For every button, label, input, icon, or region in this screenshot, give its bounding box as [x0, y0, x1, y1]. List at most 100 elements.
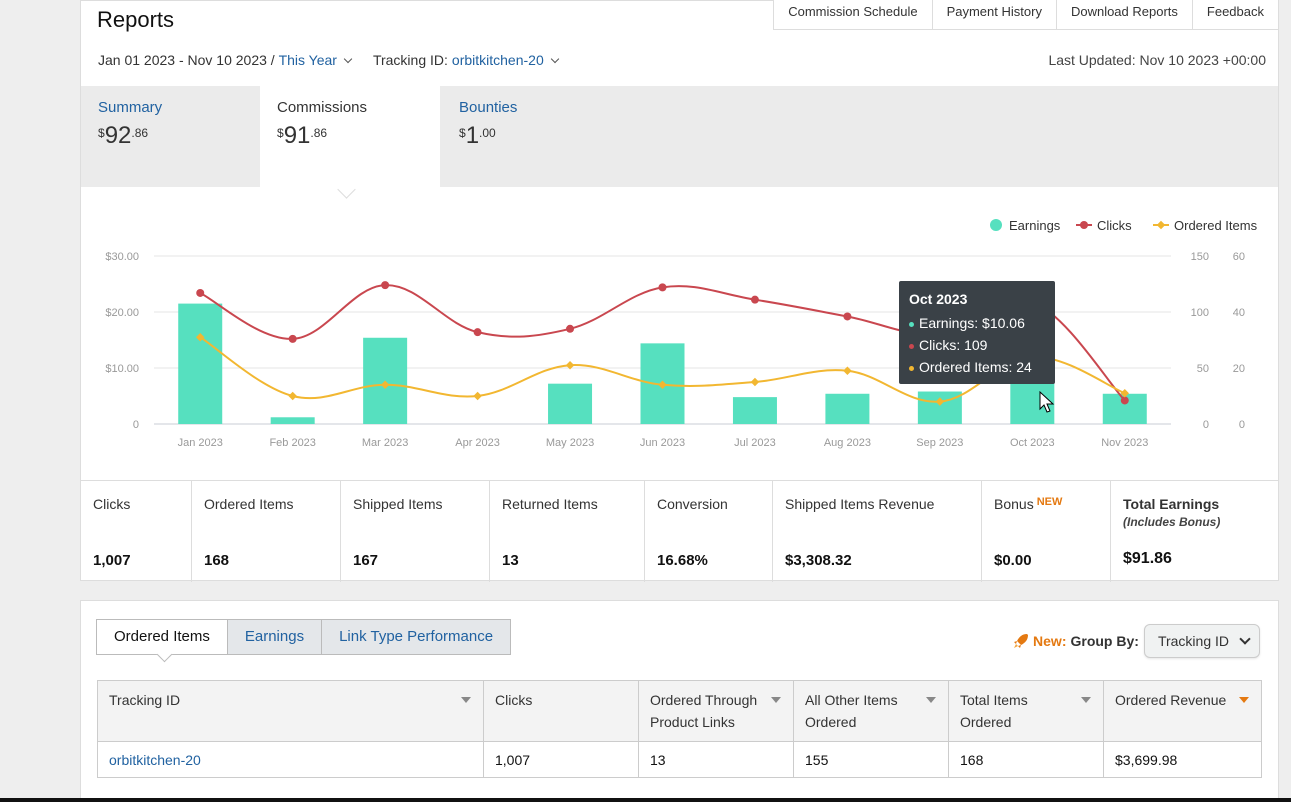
- tab-summary[interactable]: Summary $92.86: [81, 86, 260, 187]
- chevron-down-icon[interactable]: [343, 54, 353, 63]
- x-axis-tick-label: Feb 2023: [269, 437, 315, 449]
- right-axis-2-tick-label: 0: [1239, 419, 1245, 431]
- cell-ordered-revenue: $3,699.98: [1103, 741, 1262, 778]
- tab-bounties[interactable]: Bounties $1.00: [442, 86, 621, 187]
- right-axis-2-tick-label: 40: [1233, 307, 1245, 319]
- metric-bonus: Bonus NEW $0.00: [982, 481, 1111, 582]
- sort-arrow-icon[interactable]: [1081, 697, 1091, 703]
- cell-all-other-items: 155: [793, 741, 949, 778]
- cell-total-items: 168: [948, 741, 1104, 778]
- earnings-bar: [917, 391, 962, 424]
- legend-marker: [1080, 221, 1088, 229]
- x-axis-tick-label: Jul 2023: [734, 437, 776, 449]
- download-reports-link[interactable]: Download Reports: [1055, 0, 1193, 30]
- tab-link-type-performance[interactable]: Link Type Performance: [321, 619, 512, 655]
- date-range: Jan 01 2023 - Nov 10 2023: [98, 52, 267, 68]
- page-title: Reports: [97, 7, 175, 32]
- metric-shipped-revenue: Shipped Items Revenue $3,308.32: [773, 481, 982, 582]
- payment-history-link[interactable]: Payment History: [931, 0, 1057, 30]
- ordered-items-point: [750, 377, 760, 387]
- right-axis-tick-label: 100: [1191, 307, 1209, 319]
- x-axis-tick-label: Apr 2023: [455, 437, 500, 449]
- sort-arrow-icon[interactable]: [461, 697, 471, 703]
- tab-label: Commissions: [277, 99, 368, 116]
- left-axis-tick-label: $30.00: [105, 251, 139, 263]
- col-tracking-id[interactable]: Tracking ID: [97, 680, 484, 742]
- window-bottom-edge: [0, 798, 1291, 802]
- tab-ordered-items[interactable]: Ordered Items: [96, 619, 228, 655]
- chevron-down-icon[interactable]: [550, 54, 559, 63]
- tooltip-earnings: Earnings: $10.06: [909, 312, 1045, 334]
- cell-clicks: 1,007: [483, 741, 639, 778]
- col-ordered-through-product-links[interactable]: Ordered Through Product Links: [638, 680, 794, 742]
- period-dropdown[interactable]: This Year: [278, 52, 337, 68]
- new-badge: NEW: [1036, 496, 1063, 508]
- clicks-point: [288, 334, 297, 343]
- legend-marker: [1156, 220, 1166, 230]
- ordered-items-point: [473, 391, 482, 401]
- x-axis-tick-label: Nov 2023: [1101, 437, 1148, 449]
- tab-amount: $92.86: [98, 122, 149, 149]
- commission-schedule-link[interactable]: Commission Schedule: [773, 0, 933, 30]
- right-axis-tick-label: 50: [1197, 363, 1209, 375]
- tab-label: Summary: [98, 99, 163, 116]
- legend-marker: [990, 219, 1002, 231]
- rocket-icon: [1014, 634, 1029, 648]
- table-row: orbitkitchen-20 1,007 13 155 168 $3,699.…: [97, 741, 1262, 778]
- legend-label: Clicks: [1097, 218, 1132, 233]
- sort-arrow-icon[interactable]: [771, 697, 781, 703]
- feedback-link[interactable]: Feedback: [1191, 0, 1279, 30]
- clicks-point: [566, 324, 575, 333]
- earnings-bar: [548, 383, 593, 424]
- ordered-items-point: [288, 391, 297, 401]
- cell-tracking-id[interactable]: orbitkitchen-20: [97, 741, 484, 778]
- metrics-row: Clicks 1,007 Ordered Items 168 Shipped Ite…: [81, 480, 1278, 582]
- ordered-items-point: [565, 360, 575, 370]
- chart-tooltip: Oct 2023 Earnings: $10.06 Clicks: 109 Or…: [899, 281, 1055, 384]
- tooltip-clicks: Clicks: 109: [909, 334, 1045, 356]
- cell-ordered-through-links: 13: [638, 741, 794, 778]
- sort-arrow-icon[interactable]: [926, 697, 936, 703]
- tooltip-title: Oct 2023: [909, 291, 968, 307]
- col-total-items-ordered[interactable]: Total Items Ordered: [948, 680, 1104, 742]
- legend-label: Ordered Items: [1174, 218, 1258, 233]
- clicks-point: [750, 295, 759, 304]
- tab-earnings[interactable]: Earnings: [226, 619, 323, 655]
- tab-amount: $1.00: [459, 122, 496, 149]
- metric-conversion: Conversion 16.68%: [645, 481, 773, 582]
- col-clicks[interactable]: Clicks: [483, 680, 639, 742]
- right-axis-tick-label: 0: [1203, 419, 1209, 431]
- earnings-bar: [178, 303, 223, 424]
- metric-total-earnings: Total Earnings (Includes Bonus) $91.86: [1123, 496, 1221, 567]
- tab-label: Bounties: [459, 99, 518, 116]
- x-axis-tick-label: Oct 2023: [1010, 437, 1055, 449]
- x-axis-tick-label: Aug 2023: [824, 437, 871, 449]
- filter-bar: Jan 01 2023 - Nov 10 2023 / This Year Tr…: [98, 52, 559, 68]
- right-axis-tick-label: 150: [1191, 251, 1209, 263]
- earnings-chart: 0 $10.00 $20.00 $30.00 0 50 100 150 0 20 40 60 Jan 2…: [105, 218, 1258, 449]
- metric-shipped-items: Shipped Items 167: [341, 481, 490, 582]
- tracking-id-link[interactable]: orbitkitchen-20: [109, 751, 201, 768]
- col-ordered-revenue[interactable]: Ordered Revenue: [1103, 680, 1262, 742]
- clicks-point: [196, 288, 205, 297]
- group-by: New: Group By: Tracking ID: [1013, 624, 1260, 658]
- date-separator: /: [266, 52, 279, 68]
- detail-card: Ordered Items Earnings Link Type Perform…: [80, 600, 1279, 802]
- metric-clicks: Clicks 1,007: [81, 481, 192, 582]
- last-updated: Last Updated: Nov 10 2023 +00:00: [1048, 52, 1266, 68]
- tab-commissions[interactable]: Commissions $91.86: [260, 86, 440, 187]
- clicks-point: [658, 283, 667, 292]
- tracking-id-dropdown[interactable]: orbitkitchen-20: [451, 52, 544, 68]
- x-axis-tick-label: Sep 2023: [916, 437, 963, 449]
- x-axis-tick-label: Mar 2023: [362, 437, 408, 449]
- sort-arrow-icon[interactable]: [1239, 697, 1249, 703]
- ordered-items-point: [380, 380, 390, 390]
- x-axis-tick-label: May 2023: [546, 437, 594, 449]
- group-by-select[interactable]: Tracking ID: [1143, 624, 1260, 658]
- ordered-items-point: [935, 397, 945, 406]
- legend-label: Earnings: [1009, 218, 1061, 233]
- tooltip-ordered-items: Ordered Items: 24: [909, 356, 1045, 378]
- ordered-items-point: [195, 332, 205, 342]
- earnings-bar: [732, 397, 777, 424]
- col-all-other-items-ordered[interactable]: All Other Items Ordered: [793, 680, 949, 742]
